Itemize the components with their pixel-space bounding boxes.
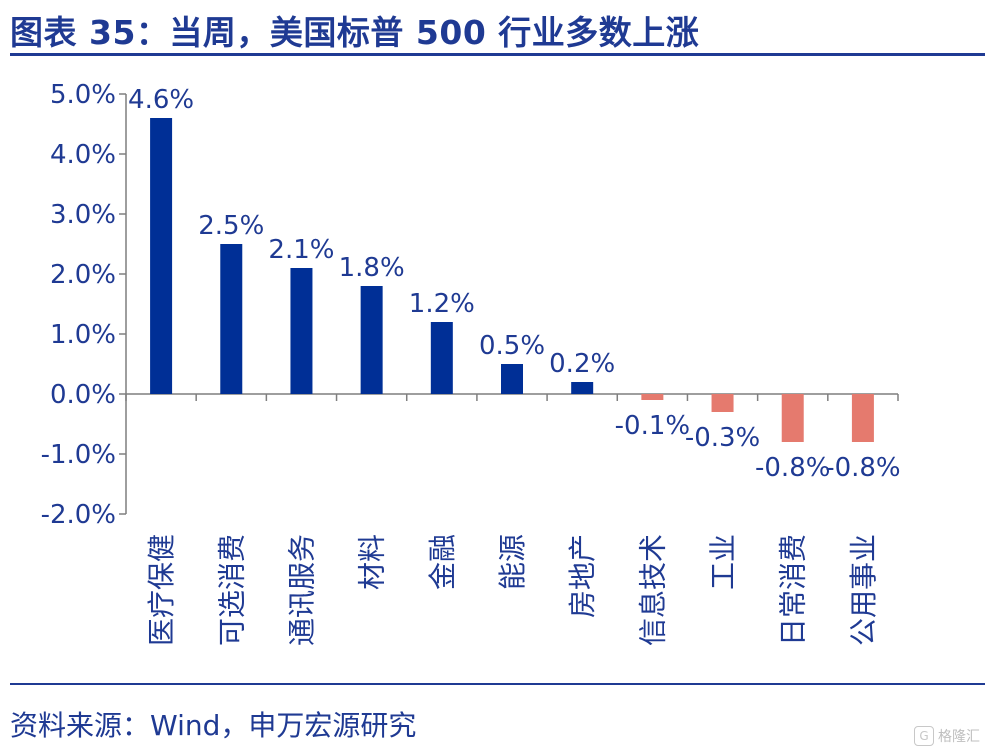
category-label-6: 能源 [496,534,529,590]
data-label-1: 4.6% [128,85,194,115]
data-label-2: 2.5% [198,211,264,241]
data-label-5: 1.2% [409,289,475,319]
data-label-4: 1.8% [339,253,405,283]
gelonghui-logo-icon: G [914,726,934,746]
bar-8 [641,394,664,400]
data-label-11: -0.8% [825,453,900,483]
y-tick-label: 5.0% [50,80,116,110]
bar-2 [220,244,243,394]
y-tick-label: 2.0% [50,260,116,290]
bar-11 [851,394,874,442]
category-label-3: 通讯服务 [285,534,318,646]
data-label-3: 2.1% [268,235,334,265]
category-label-11: 公用事业 [847,534,880,646]
bar-1 [150,118,173,394]
bar-layer [150,118,874,442]
bar-3 [290,268,313,394]
category-label-2: 可选消费 [215,534,248,646]
category-label-8: 信息技术 [636,534,669,646]
bar-5 [430,322,453,394]
y-tick-label: 3.0% [50,200,116,230]
category-label-4: 材料 [356,534,389,590]
category-label-7: 房地产 [566,534,599,618]
category-label-10: 日常消费 [777,534,810,646]
bar-9 [711,394,734,412]
y-tick-label: 0.0% [50,380,116,410]
y-tick-label: 4.0% [50,140,116,170]
source-note: 资料来源：Wind，申万宏源研究 [10,709,417,742]
data-label-7: 0.2% [549,349,615,379]
category-label-9: 工业 [707,534,740,590]
bar-4 [360,286,383,394]
data-label-10: -0.8% [755,453,830,483]
watermark: G 格隆汇 [914,726,980,746]
category-label-1: 医疗保健 [145,534,178,646]
footer-divider [10,683,985,685]
data-label-6: 0.5% [479,331,545,361]
axis-layer: 5.0% 4.0% 3.0% 2.0% 1.0% 0.0% -1.0% -2.0% [41,80,899,530]
chart-title: 图表 35：当周，美国标普 500 行业多数上涨 [10,13,700,52]
data-label-8: -0.1% [615,411,690,441]
y-tick-label: -1.0% [41,440,116,470]
bar-chart: 5.0% 4.0% 3.0% 2.0% 1.0% 0.0% -1.0% -2.0% 4.6% 医… [41,80,901,646]
label-layer: 4.6% 医疗保健 2.5% 可选消费 2.1% 通讯服务 1.8% 材料 1.2% 金融 0.5%… [128,85,901,646]
watermark-text: 格隆汇 [938,729,980,745]
title-divider [10,53,985,56]
y-tick-label: 1.0% [50,320,116,350]
bar-7 [571,382,594,394]
y-tick-label: -2.0% [41,500,116,530]
category-label-5: 金融 [426,534,459,590]
data-label-9: -0.3% [685,423,760,453]
bar-6 [501,364,523,394]
bar-10 [781,394,804,442]
